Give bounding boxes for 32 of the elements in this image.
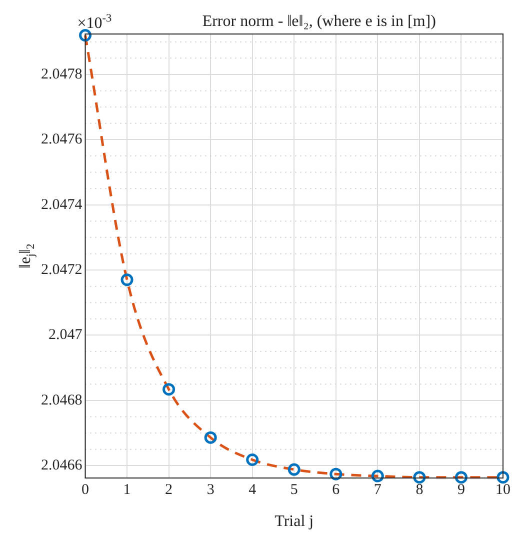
point — [162, 383, 176, 396]
x-tick-label: 0 — [82, 482, 89, 498]
y-tick-label: 2.0478 — [41, 66, 82, 82]
point — [330, 468, 342, 480]
x-tick-label: 3 — [206, 482, 214, 498]
x-tick-label: 10 — [496, 482, 510, 498]
point — [454, 471, 468, 484]
point — [288, 463, 300, 476]
point — [246, 453, 259, 466]
y-tick-label: 2.047 — [48, 327, 83, 344]
x-tick-label: 2 — [165, 482, 173, 498]
point — [496, 471, 510, 484]
point — [120, 274, 134, 286]
point — [371, 470, 384, 482]
x-tick-label: 9 — [457, 482, 465, 498]
point — [413, 471, 426, 484]
y-tick-label: 2.0476 — [41, 132, 83, 148]
y-tick-label: 2.0472 — [41, 262, 82, 278]
x-tick-label: 7 — [374, 482, 382, 498]
x-tick-label: 1 — [123, 482, 131, 498]
x-tick-label: 8 — [416, 482, 424, 498]
y-tick-label: 2.0468 — [41, 392, 82, 408]
point — [204, 431, 217, 444]
x-tick-label: 6 — [332, 482, 340, 498]
x-tick-label: 5 — [290, 482, 298, 498]
chart-title: Error norm - ‖e‖₂, (where e is in [m]) — [202, 13, 436, 30]
y-tick-label: 2.0474 — [41, 196, 83, 213]
y-tick-label: 2.0466 — [41, 458, 83, 474]
point — [79, 29, 92, 42]
y-axis-title: ‖ej‖2 — [17, 244, 37, 268]
x-axis-title: Trial j — [274, 513, 314, 530]
x-tick-label: 4 — [248, 482, 257, 498]
